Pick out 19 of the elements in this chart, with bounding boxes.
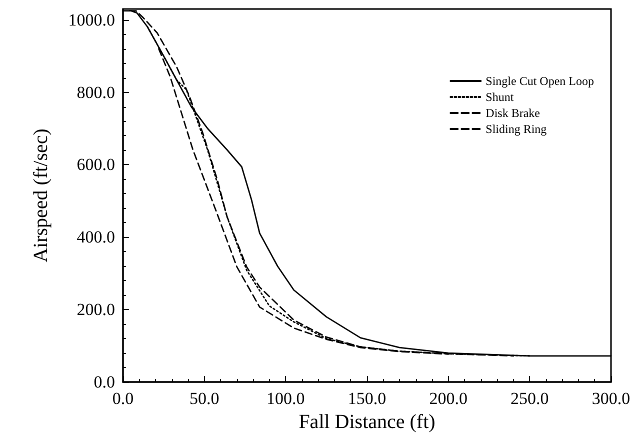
x-tick-label: 250.0 bbox=[510, 389, 549, 408]
y-tick-label: 600.0 bbox=[76, 155, 115, 174]
x-tick-label: 150.0 bbox=[348, 389, 386, 408]
legend-label: Sliding Ring bbox=[486, 122, 547, 136]
x-tick-label: 50.0 bbox=[189, 389, 220, 408]
x-tick-label: 200.0 bbox=[429, 389, 468, 408]
legend-label: Shunt bbox=[486, 90, 514, 104]
x-tick-label: 300.0 bbox=[592, 389, 630, 408]
y-tick-label: 200.0 bbox=[76, 300, 115, 320]
legend-label: Single Cut Open Loop bbox=[486, 74, 594, 88]
y-tick-label: 400.0 bbox=[76, 228, 115, 247]
y-axis-title: Airspeed (ft/sec) bbox=[30, 128, 52, 262]
y-tick-label: 1000.0 bbox=[68, 10, 115, 30]
legend-label: Disk Brake bbox=[486, 106, 540, 120]
y-tick-label: 800.0 bbox=[76, 82, 115, 102]
x-tick-label: 100.0 bbox=[266, 389, 305, 408]
x-tick-label: 0.0 bbox=[112, 389, 134, 408]
y-tick-label: 0.0 bbox=[94, 372, 115, 392]
x-axis-title: Fall Distance (ft) bbox=[298, 411, 436, 433]
